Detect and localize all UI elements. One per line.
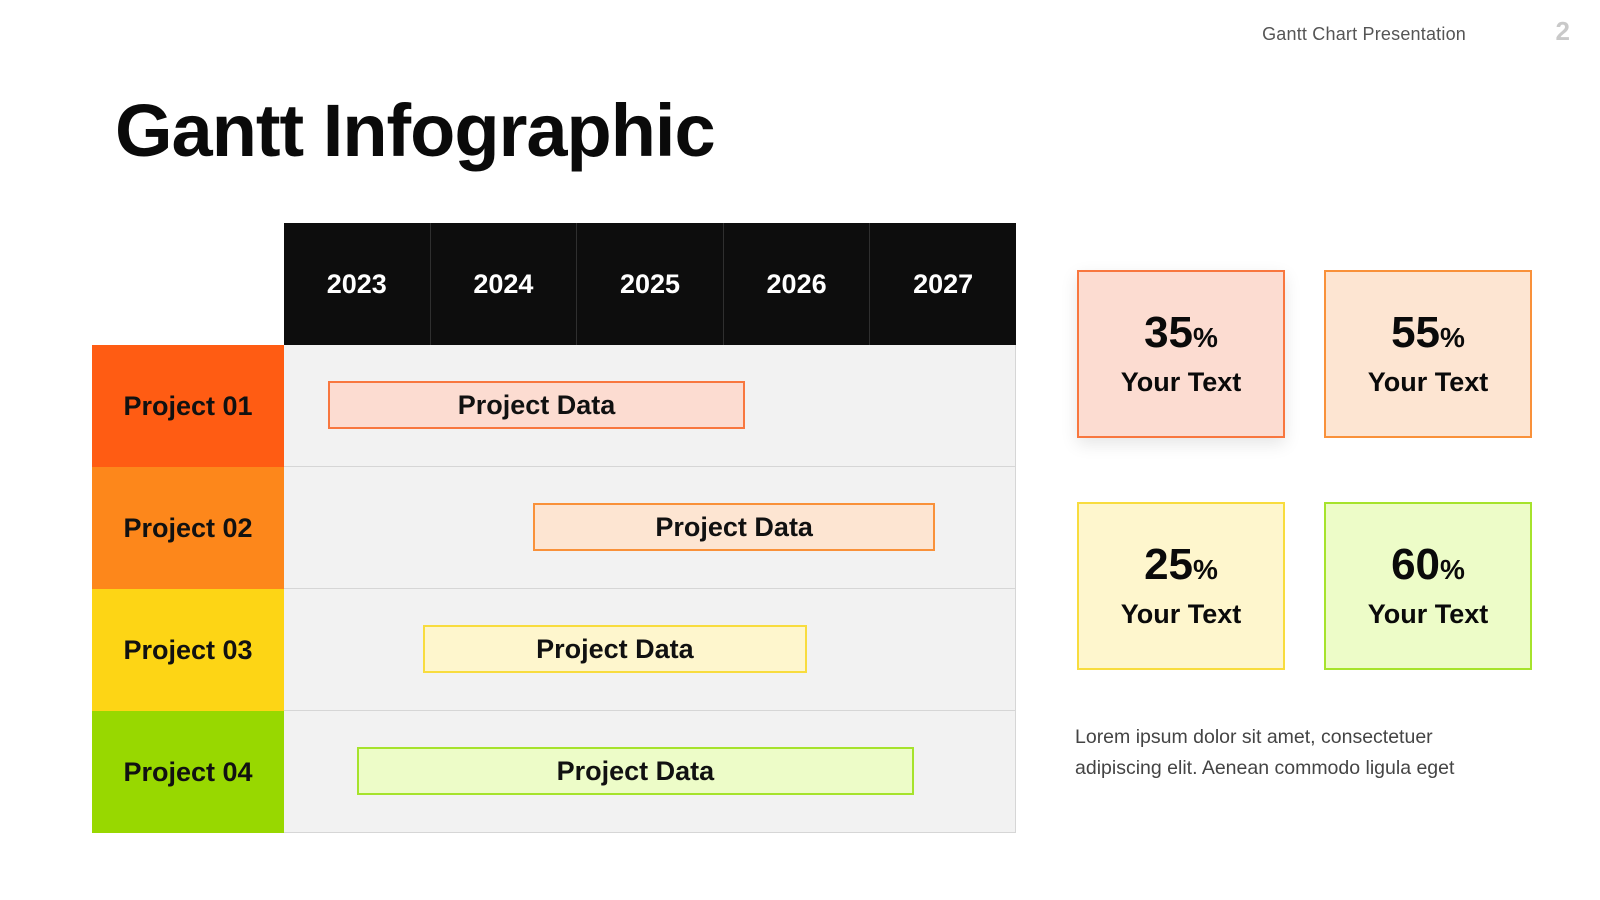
gantt-bar: Project Data [423, 625, 807, 673]
year-2024: 2024 [429, 223, 577, 345]
year-header: 2023 2024 2025 2026 2027 [284, 223, 1016, 345]
stat-number: 25 [1144, 539, 1194, 589]
description-text: Lorem ipsum dolor sit amet, consectetuer… [1075, 726, 1455, 780]
project-label: Project 03 [92, 589, 284, 711]
gantt-row-project-02: Project 02 Project Data [92, 467, 1016, 589]
stat-number: 55 [1391, 307, 1441, 357]
gantt-chart: 2023 2024 2025 2026 2027 Project 01 Proj… [92, 223, 1016, 835]
stat-unit: % [1193, 553, 1218, 585]
year-2026: 2026 [722, 223, 870, 345]
stat-value: 55% [1391, 307, 1465, 357]
project-label: Project 04 [92, 711, 284, 833]
gantt-row-project-01: Project 01 Project Data [92, 345, 1016, 467]
header-title: Gantt Chart Presentation [1262, 24, 1466, 44]
gantt-row-project-04: Project 04 Project Data [92, 711, 1016, 833]
stat-value: 25% [1144, 539, 1218, 589]
gantt-bar: Project Data [357, 747, 914, 795]
year-2025: 2025 [576, 223, 723, 345]
year-2027: 2027 [869, 223, 1016, 345]
stat-card: 35% Your Text [1077, 270, 1285, 438]
stat-label: Your Text [1367, 598, 1489, 629]
stat-label: Your Text [1120, 598, 1242, 629]
row-track: Project Data [284, 711, 1016, 833]
stat-unit: % [1440, 321, 1465, 353]
row-track: Project Data [284, 467, 1016, 589]
stat-card: 55% Your Text [1324, 270, 1532, 438]
stat-number: 35 [1144, 307, 1194, 357]
stat-value: 35% [1144, 307, 1218, 357]
page-title: Gantt Infographic [115, 89, 716, 172]
stat-value: 60% [1391, 539, 1465, 589]
year-2023: 2023 [326, 268, 387, 299]
row-track: Project Data [284, 345, 1016, 467]
stat-unit: % [1440, 553, 1465, 585]
stat-unit: % [1193, 321, 1218, 353]
stat-card: 60% Your Text [1324, 502, 1532, 670]
stat-label: Your Text [1367, 366, 1489, 397]
gantt-bar: Project Data [532, 503, 936, 551]
stat-card: 25% Your Text [1077, 502, 1285, 670]
row-track: Project Data [284, 589, 1016, 711]
stat-label: Your Text [1120, 366, 1242, 397]
gantt-bar: Project Data [327, 381, 746, 429]
page-number: 2 [1555, 16, 1570, 46]
project-label: Project 02 [92, 467, 284, 589]
stat-number: 60 [1391, 539, 1441, 589]
project-label: Project 01 [92, 345, 284, 467]
gantt-row-project-03: Project 03 Project Data [92, 589, 1016, 711]
